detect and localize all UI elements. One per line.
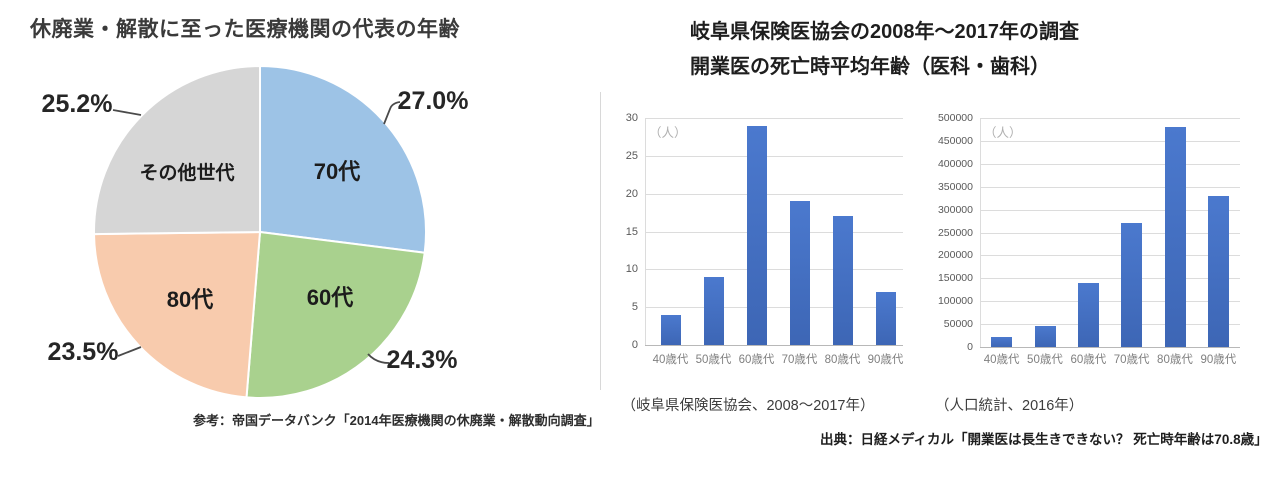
y-tick-label: 10 xyxy=(625,263,638,276)
y-tick-label: 150000 xyxy=(937,272,973,285)
bar-90歳代 xyxy=(1207,195,1229,347)
gridline xyxy=(980,140,1240,142)
pie-slice-60代 xyxy=(245,230,426,399)
gridline xyxy=(980,118,1240,119)
gridline xyxy=(980,232,1240,234)
bar-chart-gifu-association: 0 5 10 15 20 25 30 40歳代 50歳代 60歳代 70歳代 80歳代 90歳代 （人） xyxy=(600,90,945,405)
y-axis-line xyxy=(645,118,646,345)
pie-chart: 70代 27.0% 60代 24.3% 80代 23.5% その他世代 25.2% xyxy=(42,64,469,399)
gridline xyxy=(980,255,1240,257)
bar-panel-title-line2: 開業医の死亡時平均年齢（医科・歯科） xyxy=(690,56,1050,78)
gridline xyxy=(645,155,903,157)
pie-leader-line xyxy=(367,353,390,364)
y-tick-label: 25 xyxy=(625,149,638,162)
category-label: 50歳代 xyxy=(1027,354,1063,366)
y-tick-label: 0 xyxy=(967,341,973,353)
pie-percent-label: 27.0% xyxy=(398,87,469,115)
pie-percent-label: 23.5% xyxy=(48,338,119,366)
y-tick-label: 450000 xyxy=(937,134,973,147)
y-tick-label: 400000 xyxy=(937,157,973,170)
pie-chart-title: 休廃業・解散に至った医療機関の代表の年齢 xyxy=(30,18,460,41)
bar-80歳代 xyxy=(832,216,853,345)
pie-chart-source: 参考：帝国データバンク「2014年医療機関の休廃業・解散動向調査」 xyxy=(193,413,600,428)
unit-label: （人） xyxy=(984,126,1022,140)
bar-50歳代 xyxy=(703,276,724,345)
category-label: 70歳代 xyxy=(781,354,818,366)
category-label: 50歳代 xyxy=(695,354,732,366)
y-tick-label: 250000 xyxy=(937,226,973,239)
gridline xyxy=(645,231,903,233)
x-axis-line xyxy=(645,345,903,346)
bar-chart-population-stats: 0 50000 100000 150000 200000 250000 300000 3500… xyxy=(935,90,1280,405)
pie-leader-line xyxy=(383,101,401,125)
gridline xyxy=(980,186,1240,188)
pie-slice-その他世代 xyxy=(92,64,261,236)
gridline xyxy=(645,118,903,119)
category-label: 90歳代 xyxy=(867,354,904,366)
unit-label: （人） xyxy=(649,126,687,140)
y-tick-label: 200000 xyxy=(937,249,973,262)
x-axis-line xyxy=(980,347,1240,348)
y-tick-label: 50000 xyxy=(943,318,973,331)
y-tick-label: 100000 xyxy=(937,295,973,308)
gridline xyxy=(980,209,1240,211)
y-tick-label: 15 xyxy=(625,225,638,238)
pie-percent-label: 24.3% xyxy=(387,346,458,374)
pie-slice-label: その他世代 xyxy=(139,161,234,184)
category-label: 80歳代 xyxy=(824,354,861,366)
category-label: 90歳代 xyxy=(1200,354,1237,366)
bar-70歳代 xyxy=(1121,223,1143,347)
gridline xyxy=(980,301,1240,303)
bar-chart-population-caption: （人口統計、2016年） xyxy=(935,398,1084,414)
bar-chart-gifu-caption: （岐阜県保険医協会、2008〜2017年） xyxy=(621,398,875,414)
y-tick-label: 300000 xyxy=(937,203,973,216)
pie-percent-label: 25.2% xyxy=(42,90,113,118)
source-citation: 出典：日経メディカル「開業医は長生きできない？ 死亡時年齢は70.8歳」 xyxy=(820,432,1268,447)
category-label: 60歳代 xyxy=(1070,354,1107,366)
bar-60歳代 xyxy=(1077,282,1099,347)
gridline xyxy=(980,278,1240,280)
pie-slice-80代 xyxy=(92,230,262,399)
category-label: 70歳代 xyxy=(1113,354,1150,366)
bar-40歳代 xyxy=(660,314,681,345)
category-label: 40歳代 xyxy=(983,354,1020,366)
y-tick-label: 5 xyxy=(631,301,638,314)
bar-60歳代 xyxy=(746,125,767,345)
bar-50歳代 xyxy=(1034,325,1056,347)
bar-panel-title-line1: 岐阜県保険医協会の2008年〜2017年の調査 xyxy=(690,21,1079,43)
pie-leader-line xyxy=(112,109,142,116)
bar-70歳代 xyxy=(789,201,810,345)
category-label: 80歳代 xyxy=(1157,354,1193,366)
gridline xyxy=(980,163,1240,165)
y-tick-label: 0 xyxy=(631,339,638,351)
gridline xyxy=(645,193,903,195)
pie-leader-line xyxy=(117,346,142,357)
gridline xyxy=(980,324,1240,326)
y-axis-line xyxy=(980,118,981,347)
category-label: 60歳代 xyxy=(738,354,775,366)
y-tick-label: 30 xyxy=(625,112,638,124)
category-label: 40歳代 xyxy=(652,354,689,366)
panel-divider-line xyxy=(600,92,601,390)
y-tick-label: 350000 xyxy=(937,180,973,193)
y-tick-label: 20 xyxy=(625,187,638,200)
gridline xyxy=(645,269,903,271)
bar-90歳代 xyxy=(875,292,896,345)
bar-40歳代 xyxy=(991,336,1013,347)
bar-80歳代 xyxy=(1164,127,1186,347)
y-tick-label: 500000 xyxy=(937,112,973,124)
gridline xyxy=(645,307,903,309)
pie-slice-label: 60代 xyxy=(307,285,353,310)
pie-slice-label: 80代 xyxy=(167,287,213,312)
pie-slice-label: 70代 xyxy=(314,159,360,184)
